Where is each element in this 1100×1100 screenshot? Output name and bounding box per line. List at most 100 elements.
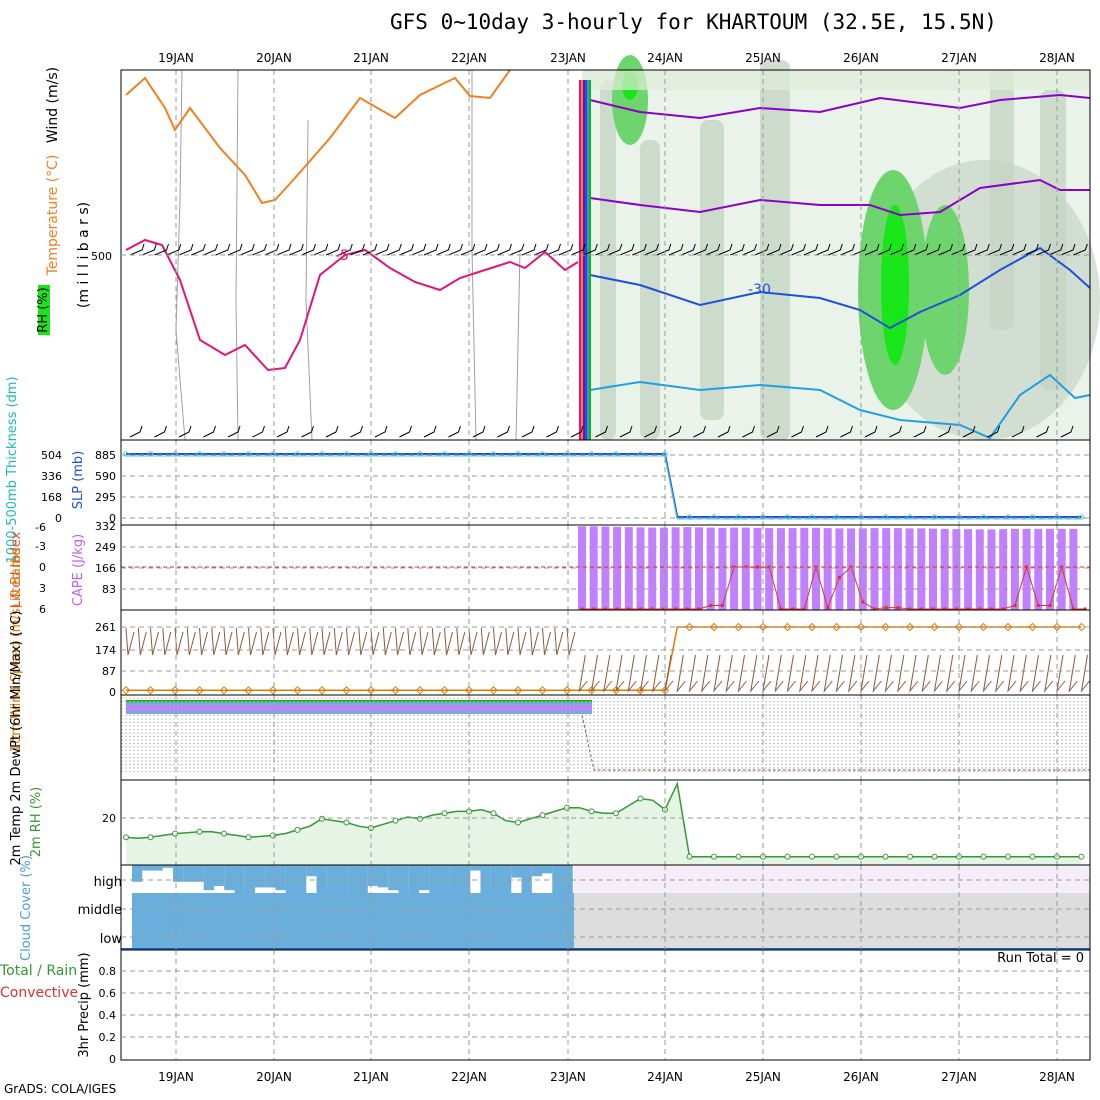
wind-barb <box>509 243 525 256</box>
wind10-barb <box>958 654 968 693</box>
wind-barb <box>693 243 708 256</box>
slp-axis-title: SLP (mb) <box>71 451 86 510</box>
cloud-high-bar <box>378 865 389 888</box>
wind10-barb <box>627 654 637 693</box>
cloud-high-bar <box>224 865 235 891</box>
rh2m-marker <box>221 830 227 837</box>
rh2m-marker <box>392 817 399 824</box>
temp2m-axis-title: 2m Temp 2m DewPt (6hr Min/Max) (°C) <box>9 611 24 866</box>
wind-barb <box>889 425 902 438</box>
temperature-axis-title: Temperature (°C) <box>45 155 61 277</box>
date-label-top: 28JAN <box>1039 51 1075 65</box>
wind-barb <box>191 243 206 256</box>
thickness-marker <box>564 451 570 457</box>
wind10-barb <box>235 627 245 656</box>
slp-tick: 295 <box>95 491 116 504</box>
lifted-index-marker <box>639 607 642 611</box>
cape-bar <box>636 527 645 610</box>
thickness-tick: 168 <box>41 491 62 504</box>
temp-contour-blue <box>589 246 1091 330</box>
wind-barb <box>252 243 267 256</box>
thickness-marker <box>980 514 987 520</box>
wind-barb <box>987 243 1002 256</box>
wind10-marker <box>979 622 988 632</box>
cloud-high-bar <box>183 865 194 882</box>
lifted-index-marker <box>943 607 947 611</box>
wind-barb <box>215 243 231 256</box>
cloud-high-bar <box>429 865 440 893</box>
rh2m-marker <box>539 812 546 819</box>
wind10-marker <box>905 622 915 632</box>
cape-bar <box>964 529 973 610</box>
wind10-barb <box>884 654 894 693</box>
wind-barb <box>166 243 182 256</box>
cape-tick: 249 <box>95 541 116 554</box>
wind-barb <box>301 243 316 256</box>
rh2m-marker <box>980 853 987 860</box>
slp-tick: 0 <box>109 512 116 525</box>
wind-barb <box>301 425 314 438</box>
date-label-top: 22JAN <box>451 51 487 65</box>
wind10-barb <box>456 627 466 656</box>
wind-barb <box>154 243 169 256</box>
cloud-high-bar <box>162 865 174 868</box>
wind10-marker <box>366 686 376 695</box>
wind10-marker <box>807 622 817 632</box>
cloud-high-bar <box>521 865 532 893</box>
lifted-index-marker <box>650 607 654 611</box>
rh2m-marker <box>343 819 350 826</box>
wind10-marker <box>268 686 278 695</box>
temp-contour-cyan <box>589 373 1091 440</box>
wind-barb <box>203 243 218 256</box>
rh2m-marker <box>784 853 791 860</box>
date-label-top: 23JAN <box>550 51 586 65</box>
lifted-index-marker <box>837 576 841 579</box>
lifted-index-line <box>582 565 1086 610</box>
cloud-mid-bg <box>574 893 1090 948</box>
cloud-high-bar <box>347 865 358 893</box>
cloud-high-bar <box>142 865 153 871</box>
wind10-barb <box>529 627 539 656</box>
cloud-high-bar <box>552 865 563 893</box>
lifted-index-tick: 6 <box>39 603 46 616</box>
lifted-index-marker <box>1083 607 1087 611</box>
thickness-marker <box>294 451 301 457</box>
thickness-marker <box>539 451 546 457</box>
date-label-top: 20JAN <box>256 51 292 65</box>
wind10-marker <box>342 686 351 695</box>
wind-barb <box>717 243 733 256</box>
wind-barb <box>766 425 780 438</box>
rh-contour <box>515 249 521 441</box>
cape-bar <box>683 527 692 610</box>
rh2m-tick: 20 <box>102 812 116 825</box>
thickness-marker <box>147 451 154 457</box>
precip-legend-total: Total / Rain <box>0 963 77 979</box>
wind-barb <box>693 425 706 438</box>
wind10-barb <box>896 654 907 693</box>
lifted-index-marker <box>954 607 958 611</box>
wind-barb <box>668 243 684 256</box>
rh2m-marker <box>564 804 570 811</box>
lifted-index-marker <box>919 607 923 611</box>
wind-barb <box>1036 243 1051 256</box>
rh2m-marker <box>172 830 178 837</box>
date-label-bottom: 23JAN <box>550 1070 586 1084</box>
wind-barb <box>240 243 255 256</box>
cape-bar <box>741 527 750 610</box>
cloud-high-bar <box>511 865 522 878</box>
rh2m-marker <box>294 826 301 833</box>
wind10-marker <box>685 622 694 632</box>
rh-swatch <box>38 285 50 335</box>
rh2m-marker <box>686 853 693 860</box>
wind-barb <box>142 243 157 256</box>
cape-bar <box>882 528 891 610</box>
wind-barb <box>423 425 437 438</box>
wind-barb <box>619 425 633 438</box>
wind10-barb <box>260 627 270 656</box>
thickness-marker <box>686 514 693 520</box>
wind10-marker <box>513 686 523 695</box>
wind10-marker <box>856 622 866 632</box>
wind-barb <box>742 243 757 256</box>
precip-tick: 0.8 <box>99 965 117 978</box>
wind10-barb <box>517 627 527 656</box>
